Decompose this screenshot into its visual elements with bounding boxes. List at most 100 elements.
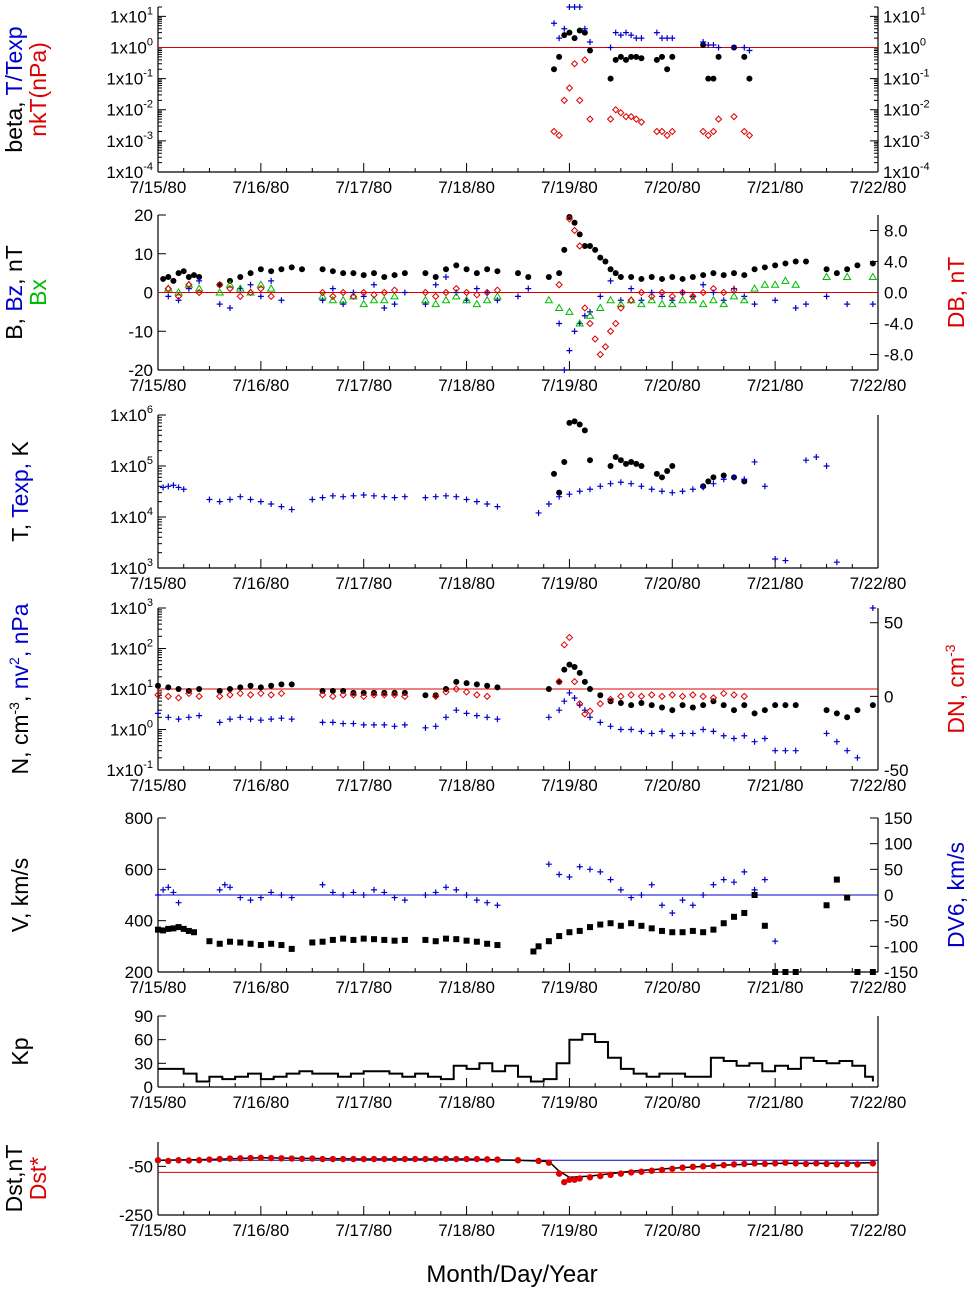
data-point bbox=[709, 284, 718, 293]
data-point bbox=[637, 692, 646, 701]
data-point bbox=[298, 1155, 306, 1162]
data-point bbox=[715, 44, 722, 51]
data-point bbox=[175, 899, 182, 906]
data-point bbox=[338, 295, 348, 304]
data-point bbox=[612, 270, 619, 277]
data-point bbox=[463, 892, 470, 898]
data-point bbox=[575, 319, 585, 327]
data-point bbox=[627, 112, 635, 121]
data-point bbox=[432, 292, 440, 301]
data-point bbox=[705, 478, 712, 485]
data-point bbox=[854, 969, 861, 975]
data-point bbox=[669, 1165, 676, 1172]
x-tick-label: 7/20/80 bbox=[644, 1093, 701, 1112]
x-tick-label: 7/22/80 bbox=[850, 776, 907, 795]
data-point bbox=[689, 292, 697, 301]
data-point bbox=[268, 268, 275, 275]
data-point bbox=[206, 1156, 213, 1163]
y-tick-label-exp: 1 bbox=[147, 5, 153, 17]
data-point bbox=[730, 1161, 738, 1168]
y-tick-label: 1x10-3 bbox=[106, 130, 153, 151]
data-point bbox=[617, 304, 625, 312]
data-point bbox=[581, 427, 588, 434]
y-tick-label-exp: -2 bbox=[143, 99, 153, 111]
data-point bbox=[637, 118, 646, 126]
data-point bbox=[195, 1157, 203, 1164]
data-point bbox=[689, 927, 696, 934]
data-point bbox=[390, 691, 399, 699]
data-point bbox=[473, 270, 480, 277]
data-point bbox=[679, 702, 686, 709]
data-point bbox=[278, 892, 285, 898]
data-point bbox=[659, 704, 665, 711]
data-point bbox=[571, 219, 578, 226]
y-tick-label: 800 bbox=[125, 809, 153, 828]
y-tick-label-base: 1x10 bbox=[110, 7, 147, 26]
x-tick-label: 7/20/80 bbox=[644, 574, 701, 593]
data-point bbox=[339, 691, 347, 699]
data-point bbox=[160, 927, 167, 934]
data-point bbox=[319, 938, 326, 945]
data-point bbox=[165, 925, 172, 932]
data-point bbox=[628, 32, 635, 39]
x-tick-label: 7/16/80 bbox=[232, 1221, 289, 1240]
y-axis-title-part: Bz bbox=[1, 285, 27, 312]
data-point bbox=[268, 716, 275, 723]
panel-3: 7/15/80 7/16/80 7/17/80 7/18/80 7/19/80 7/20/… bbox=[7, 404, 906, 593]
data-point bbox=[668, 127, 676, 136]
data-point bbox=[165, 714, 172, 721]
data-point bbox=[473, 897, 480, 904]
y-tick-label-exp: 2 bbox=[147, 638, 153, 650]
data-point bbox=[772, 702, 779, 709]
data-point bbox=[443, 884, 449, 891]
data-point bbox=[165, 1157, 172, 1165]
data-point bbox=[206, 496, 213, 503]
data-point bbox=[854, 707, 861, 714]
data-point bbox=[237, 274, 244, 280]
data-point bbox=[525, 285, 532, 292]
data-point bbox=[560, 641, 568, 649]
data-point bbox=[545, 686, 552, 692]
series-1 bbox=[551, 418, 748, 496]
data-point bbox=[339, 288, 347, 297]
y-tick-label-base: 1x10 bbox=[110, 680, 147, 699]
data-point bbox=[623, 29, 629, 36]
data-point bbox=[782, 969, 789, 975]
data-point bbox=[216, 281, 224, 289]
data-point bbox=[544, 295, 554, 304]
data-point bbox=[741, 868, 748, 875]
y-right-tick-label-exp: -4 bbox=[920, 161, 930, 173]
y-right-axis-title-part: -3 bbox=[942, 644, 958, 657]
y-right-tick-label: 1x10-1 bbox=[883, 68, 930, 89]
data-point bbox=[453, 678, 460, 685]
x-tick-label: 7/15/80 bbox=[130, 376, 187, 395]
data-point bbox=[731, 735, 737, 742]
data-point bbox=[237, 1155, 244, 1162]
y-tick-label-base: 1x10 bbox=[110, 599, 147, 618]
data-point bbox=[170, 277, 177, 284]
data-point bbox=[581, 25, 588, 32]
y-axis-title-part: , nPa bbox=[7, 603, 33, 657]
data-point bbox=[622, 112, 630, 121]
y-right-tick-label-base: -150 bbox=[884, 963, 918, 982]
x-tick-label: 7/15/80 bbox=[130, 574, 187, 593]
data-point bbox=[257, 689, 265, 698]
data-point bbox=[823, 1160, 830, 1168]
data-point bbox=[606, 295, 615, 304]
data-point bbox=[329, 687, 336, 694]
data-point bbox=[627, 691, 635, 699]
data-point bbox=[591, 335, 599, 343]
data-point bbox=[155, 926, 161, 933]
data-point bbox=[741, 909, 748, 916]
data-point bbox=[381, 305, 388, 311]
x-tick-label: 7/21/80 bbox=[747, 178, 804, 197]
y-axis-title-part: T/Texp bbox=[1, 26, 27, 95]
data-point bbox=[761, 483, 768, 490]
data-point bbox=[246, 691, 255, 699]
y-right-axis-title: DB, nT bbox=[943, 257, 969, 329]
y-tick-label-base: 1x10 bbox=[106, 101, 143, 120]
data-point bbox=[741, 702, 748, 709]
y-right-tick-label-base: 100 bbox=[884, 835, 912, 854]
data-point bbox=[155, 892, 161, 898]
data-point bbox=[349, 691, 358, 699]
